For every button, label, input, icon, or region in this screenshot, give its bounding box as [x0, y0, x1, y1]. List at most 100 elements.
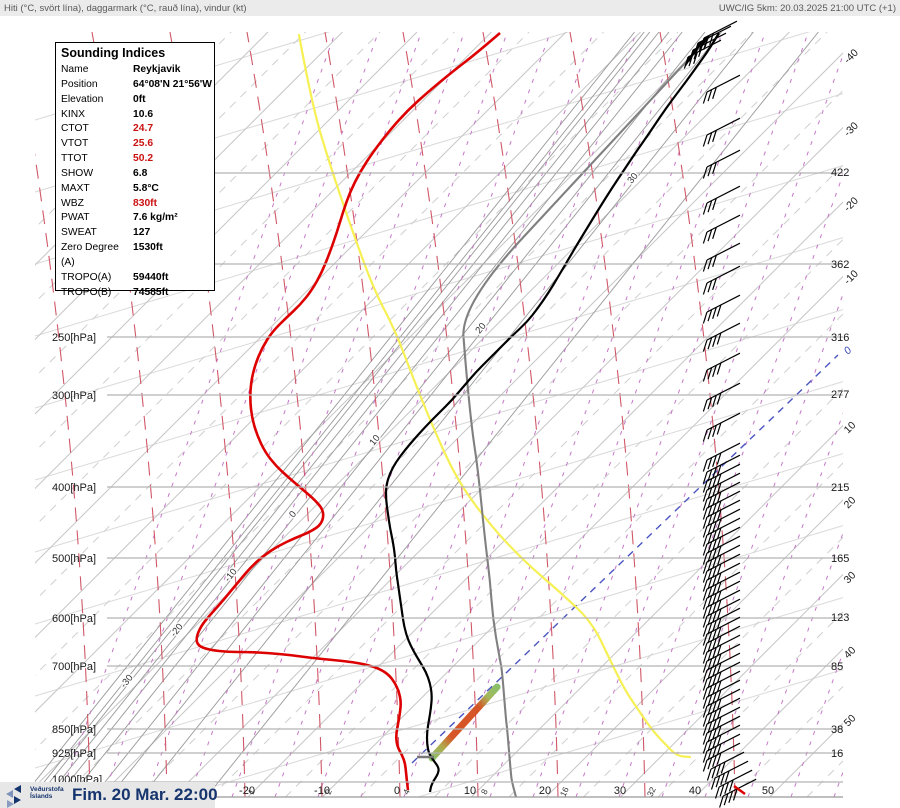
index-label: SWEAT	[61, 227, 97, 239]
index-label: TROPO(B)	[61, 286, 112, 298]
index-value: 59440ft	[133, 271, 169, 283]
svg-text:-20: -20	[168, 622, 185, 640]
svg-text:-30: -30	[842, 120, 861, 139]
svg-text:16: 16	[831, 748, 843, 760]
svg-text:-10: -10	[314, 785, 330, 797]
index-label: TTOT	[61, 153, 88, 165]
svg-text:8: 8	[479, 787, 490, 796]
indices-row: VTOT 25.6	[61, 137, 214, 152]
svg-text:165: 165	[831, 553, 849, 565]
indices-row: Elevation 0ft	[61, 93, 214, 108]
svg-text:38: 38	[831, 724, 843, 736]
index-label: Elevation	[61, 93, 104, 105]
index-value: 6.8	[133, 167, 148, 179]
index-label: Position	[61, 78, 98, 90]
index-value: 24.7	[133, 123, 154, 135]
svg-text:215: 215	[831, 482, 849, 494]
svg-text:2: 2	[323, 787, 334, 796]
index-label: CTOT	[61, 123, 89, 135]
imo-logo: Veðurstofa Íslands	[0, 783, 64, 808]
indices-row: TTOT 50.2	[61, 152, 214, 167]
indices-table: Name Reykjavik Position 64°08'N 21°56'W Elev…	[61, 63, 214, 301]
svg-text:0: 0	[394, 785, 400, 797]
indices-title: Sounding Indices	[61, 46, 166, 60]
index-value: 127	[133, 227, 151, 239]
index-label: SHOW	[61, 167, 94, 179]
svg-text:316: 316	[831, 332, 849, 344]
svg-text:0: 0	[842, 344, 855, 357]
svg-text:422: 422	[831, 167, 849, 179]
index-label: Zero Degree (A)	[61, 242, 119, 268]
index-value: 74585ft	[133, 286, 169, 298]
index-value: 1530ft	[133, 242, 163, 254]
header-bar: Hiti (°C, svört lína), daggarmark (°C, r…	[0, 0, 900, 16]
svg-text:20: 20	[473, 321, 488, 336]
index-value: 25.6	[133, 138, 154, 150]
svg-text:-40: -40	[842, 47, 861, 66]
index-value: 5.8°C	[133, 182, 159, 194]
svg-text:925[hPa]: 925[hPa]	[52, 748, 96, 760]
indices-row: Position 64°08'N 21°56'W	[61, 78, 214, 93]
indices-row: KINX 10.6	[61, 108, 214, 123]
index-label: PWAT	[61, 212, 90, 224]
svg-text:40: 40	[842, 644, 859, 661]
svg-text:85: 85	[831, 661, 843, 673]
indices-row: SWEAT 127	[61, 226, 214, 241]
svg-text:500[hPa]: 500[hPa]	[52, 553, 96, 565]
svg-text:20: 20	[842, 494, 859, 511]
index-value: Reykjavik	[133, 64, 181, 75]
svg-text:0: 0	[287, 509, 299, 520]
indices-row: CTOT 24.7	[61, 122, 214, 137]
sounding-indices-panel: Sounding Indices Name Reykjavik Position 64…	[55, 42, 215, 298]
index-value: 50.2	[133, 153, 154, 165]
indices-row: TROPO(A) 59440ft	[61, 271, 214, 286]
svg-text:123: 123	[831, 612, 849, 624]
index-value: 0ft	[133, 93, 146, 105]
index-label: MAXT	[61, 182, 90, 194]
index-label: TROPO(A)	[61, 271, 112, 283]
indices-row: Name Reykjavik	[61, 63, 214, 78]
svg-text:50: 50	[762, 785, 774, 797]
header-legend-text: Hiti (°C, svört lína), daggarmark (°C, r…	[4, 2, 247, 14]
index-label: VTOT	[61, 138, 89, 150]
svg-text:250[hPa]: 250[hPa]	[52, 332, 96, 344]
indices-row: Zero Degree (A) 1530ft	[61, 241, 214, 271]
svg-text:700[hPa]: 700[hPa]	[52, 661, 96, 673]
indices-row: WBZ 830ft	[61, 197, 214, 212]
header-model-run-text: UWC/IG 5km: 20.03.2025 21:00 UTC (+1)	[718, 2, 896, 14]
svg-text:362: 362	[831, 259, 849, 271]
svg-text:32: 32	[645, 785, 658, 798]
index-label: KINX	[61, 108, 86, 120]
imo-logo-text: Veðurstofa Íslands	[30, 786, 64, 800]
svg-text:277: 277	[831, 389, 849, 401]
index-value: 830ft	[133, 197, 158, 209]
imo-logo-icon	[6, 785, 21, 808]
indices-row: MAXT 5.8°C	[61, 182, 214, 197]
indices-row: TROPO(B) 74585ft	[61, 286, 214, 301]
svg-text:-20: -20	[842, 195, 861, 214]
svg-text:10: 10	[464, 785, 476, 797]
svg-text:4: 4	[401, 787, 412, 796]
svg-text:-20: -20	[239, 785, 255, 797]
svg-text:20: 20	[539, 785, 551, 797]
svg-text:16: 16	[558, 785, 571, 798]
index-label: WBZ	[61, 197, 84, 209]
svg-text:-30: -30	[118, 673, 135, 691]
indices-row: PWAT 7.6 kg/m²	[61, 211, 214, 226]
index-value: 10.6	[133, 108, 154, 120]
svg-text:1: 1	[246, 787, 257, 796]
svg-text:40: 40	[689, 785, 701, 797]
svg-text:850[hPa]: 850[hPa]	[52, 724, 96, 736]
svg-text:50: 50	[842, 712, 859, 729]
index-value: 7.6 kg/m²	[133, 212, 178, 224]
svg-text:30: 30	[842, 569, 859, 586]
valid-time-label: Fim. 20 Mar. 22:00	[72, 785, 218, 804]
svg-text:10: 10	[842, 419, 859, 436]
index-value: 64°08'N 21°56'W	[133, 78, 212, 90]
indices-row: SHOW 6.8	[61, 167, 214, 182]
svg-text:400[hPa]: 400[hPa]	[52, 482, 96, 494]
footer-bar: Veðurstofa Íslands Fim. 20 Mar. 22:00	[0, 782, 218, 808]
svg-text:30: 30	[614, 785, 626, 797]
